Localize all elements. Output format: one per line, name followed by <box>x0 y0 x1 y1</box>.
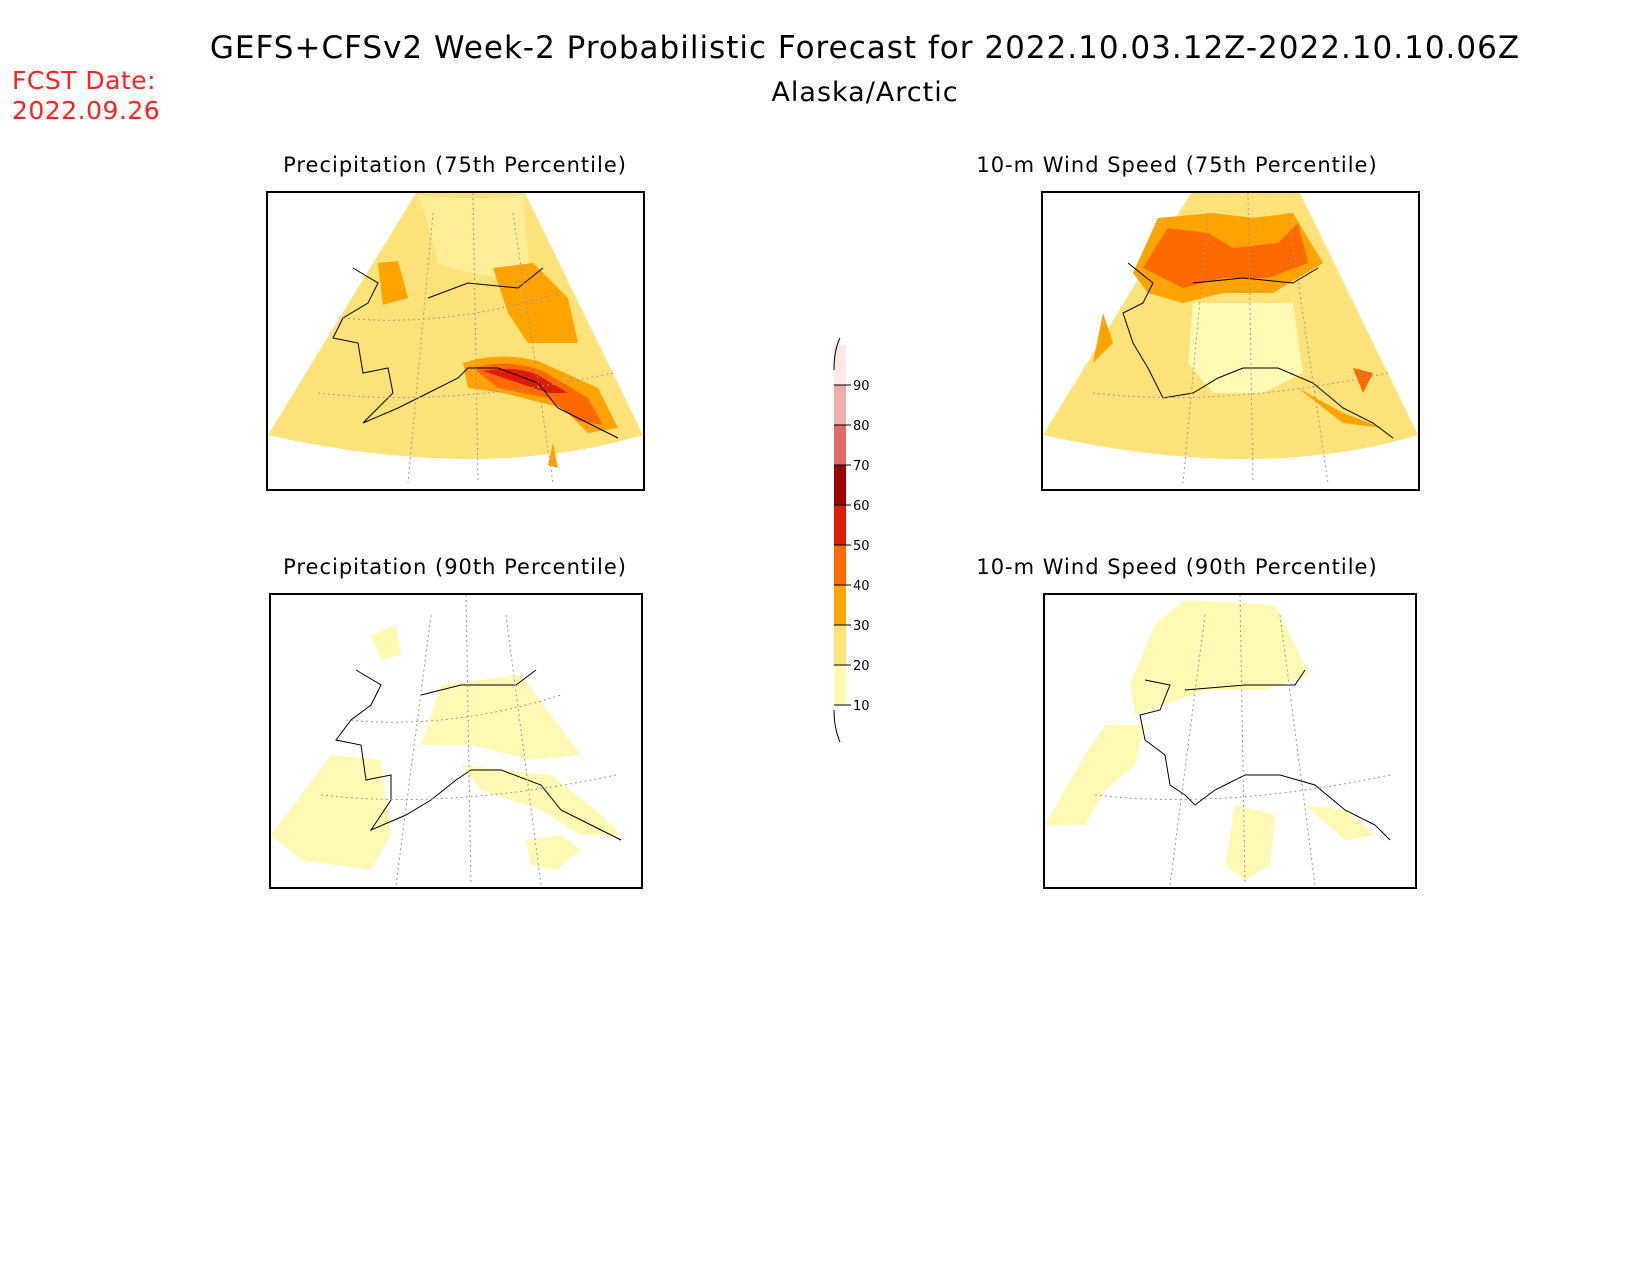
legend-tick-label: 10 <box>853 699 870 714</box>
legend-color-box <box>834 425 846 465</box>
forecast-date-label: FCST Date: <box>12 66 157 95</box>
legend-color-box <box>834 545 846 585</box>
panel-title-precip-90: Precipitation (90th Percentile) <box>283 555 627 579</box>
legend-tick-label: 50 <box>853 539 870 554</box>
legend-color-box <box>834 505 846 545</box>
legend-color-box <box>834 665 846 705</box>
panel-title-wind-90: 10-m Wind Speed (90th Percentile) <box>976 555 1378 579</box>
main-title: GEFS+CFSv2 Week-2 Probabilistic Forecast… <box>209 30 1521 66</box>
map-panel-wind-90 <box>1043 593 1417 889</box>
legend-color-box <box>834 585 846 625</box>
legend-tick-label: 80 <box>853 419 870 434</box>
map-panel-precip-75 <box>266 191 645 491</box>
legend-color-box <box>834 345 846 385</box>
legend-tick-label: 20 <box>853 659 870 674</box>
map-panel-precip-90 <box>269 593 643 889</box>
color-scale-legend: 10 20 30 40 50 60 70 80 90 <box>820 330 880 750</box>
legend-color-box <box>834 385 846 425</box>
map-panel-wind-75 <box>1041 191 1420 491</box>
subtitle: Alaska/Arctic <box>771 77 959 108</box>
panel-title-wind-75: 10-m Wind Speed (75th Percentile) <box>976 153 1378 177</box>
legend-tick-label: 70 <box>853 459 870 474</box>
legend-tick-label: 90 <box>853 379 870 394</box>
legend-tick-label: 60 <box>853 499 870 514</box>
legend-color-box <box>834 465 846 505</box>
panel-title-precip-75: Precipitation (75th Percentile) <box>283 153 627 177</box>
legend-tick-label: 40 <box>853 579 870 594</box>
forecast-date-value: 2022.09.26 <box>12 96 161 125</box>
legend-tick-label: 30 <box>853 619 870 634</box>
legend-color-box <box>834 625 846 665</box>
